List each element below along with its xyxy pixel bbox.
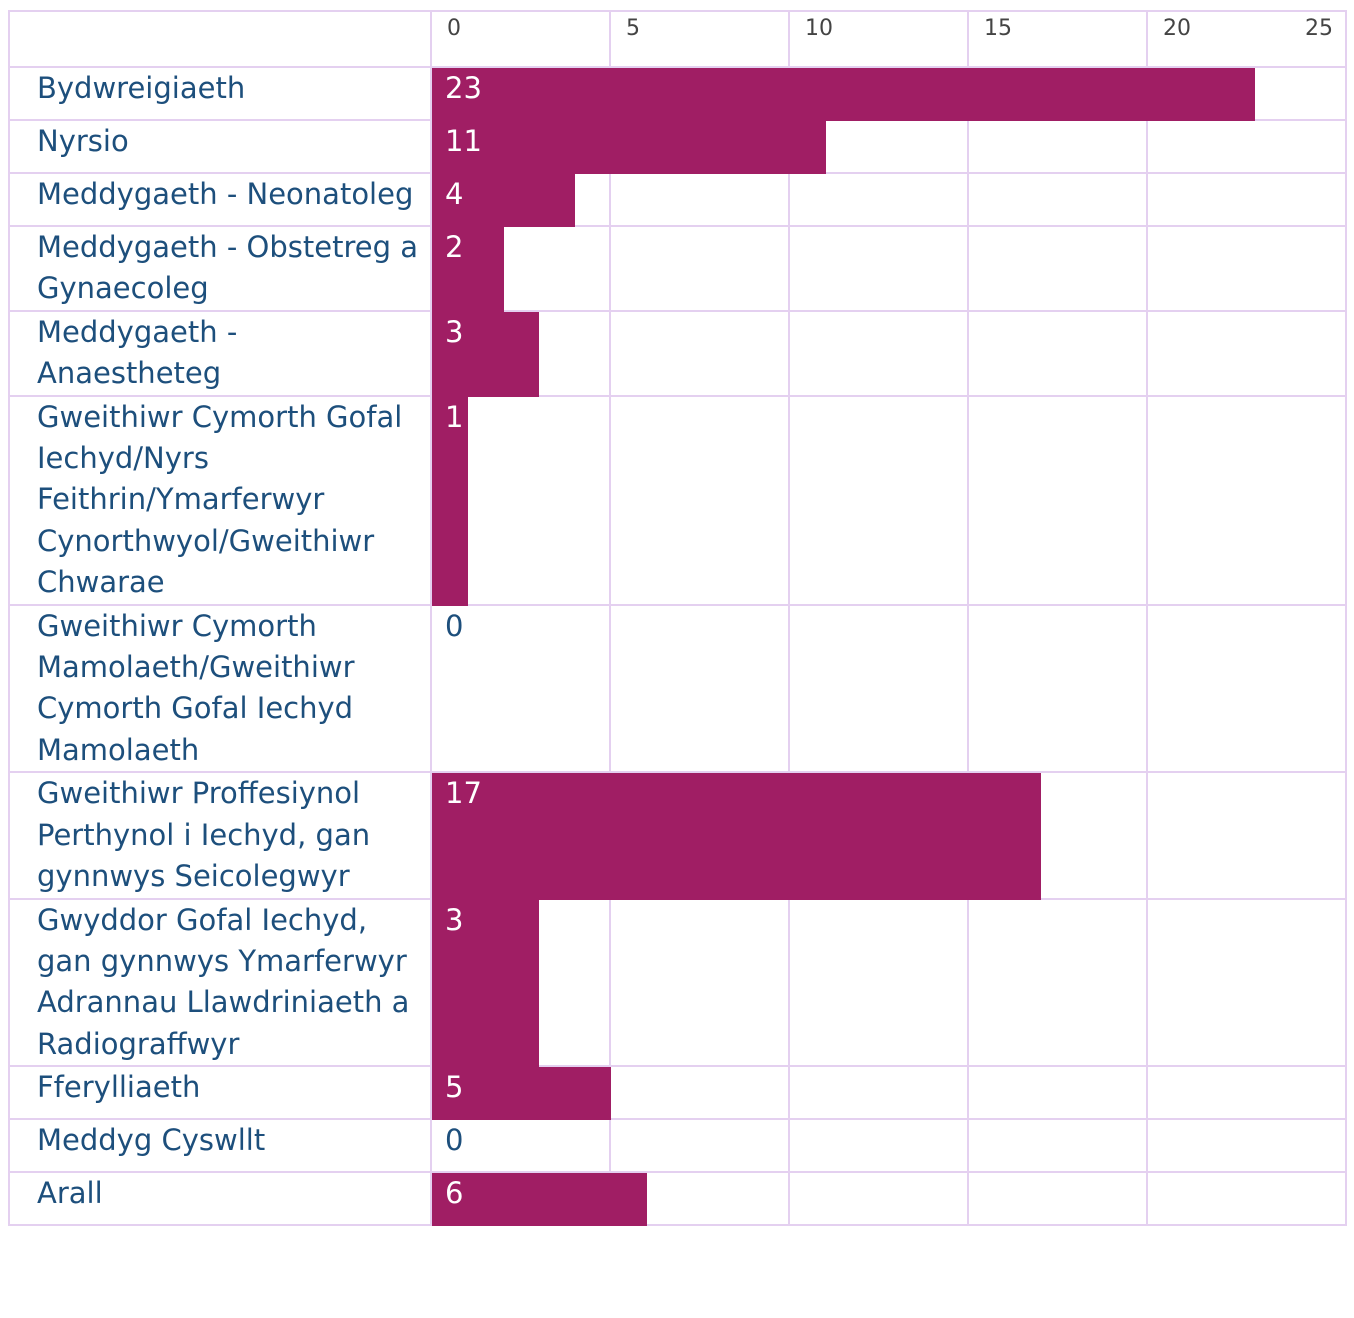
bar-cell: 4 <box>430 174 1347 227</box>
value-label: 2 <box>445 230 464 264</box>
x-tick-label: 10 <box>805 16 833 41</box>
value-label: 11 <box>445 124 482 158</box>
bar <box>432 396 468 606</box>
x-tick-label: 20 <box>1163 16 1191 41</box>
bar-cell: 17 <box>430 773 1347 900</box>
data-row: Arall 6 <box>8 1173 1347 1227</box>
category-label: Arall <box>37 1176 103 1211</box>
category-label: Gweithiwr Cymorth Mamolaeth/Gweithiwr Cy… <box>37 608 355 767</box>
data-row: Bydwreigiaeth 23 <box>8 68 1347 121</box>
bar <box>432 773 1041 900</box>
bar <box>432 311 540 397</box>
value-label: 5 <box>445 1070 464 1105</box>
grid-line <box>1146 10 1148 1227</box>
data-row: Nyrsio 11 <box>8 121 1347 174</box>
value-label: 3 <box>445 314 464 349</box>
header-row: 0 5 10 15 20 25 <box>8 10 1347 68</box>
bar-cell: 11 <box>430 121 1347 174</box>
category-label: Meddyg Cyswllt <box>37 1123 266 1158</box>
data-row: Meddyg Cyswllt 0 <box>8 1120 1347 1174</box>
value-label: 0 <box>445 608 464 643</box>
value-label: 0 <box>445 1123 464 1158</box>
bar-cell: 1 <box>430 396 1347 606</box>
category-label: Gwyddor Gofal Iechyd, gan gynnwys Ymarfe… <box>37 902 410 1061</box>
category-label: Meddygaeth - Neonatoleg <box>37 177 414 211</box>
category-label: Meddygaeth - Anaestheteg <box>37 314 238 391</box>
header-blank <box>8 12 430 66</box>
data-row: Fferylliaeth 5 <box>8 1067 1347 1121</box>
bar-cell: 23 <box>430 68 1347 121</box>
x-tick-label: 25 <box>1305 16 1333 41</box>
data-row: Meddygaeth - Obstetreg a Gynaecoleg 2 <box>8 227 1347 312</box>
category-label: Gweithiwr Proffesiynol Perthynol i Iechy… <box>37 776 371 894</box>
bar <box>432 227 504 312</box>
frame-line <box>1345 10 1347 1227</box>
data-row: Gwyddor Gofal Iechyd, gan gynnwys Ymarfe… <box>8 899 1347 1068</box>
category-label: Bydwreigiaeth <box>37 71 246 105</box>
data-row: Gweithiwr Cymorth Gofal Iechyd/Nyrs Feit… <box>8 396 1347 606</box>
bar-cell: 3 <box>430 311 1347 397</box>
bar-cell: 2 <box>430 227 1347 312</box>
grid-line <box>609 10 611 1227</box>
data-row: Meddygaeth - Neonatoleg 4 <box>8 174 1347 227</box>
value-label: 6 <box>445 1176 464 1211</box>
bar-cell: 5 <box>430 1067 1347 1121</box>
bar-cell: 0 <box>430 1120 1347 1172</box>
grid-line <box>788 10 790 1227</box>
data-row: Meddygaeth - Anaestheteg 3 <box>8 311 1347 397</box>
bar-cell: 6 <box>430 1173 1347 1227</box>
value-label: 3 <box>445 902 464 937</box>
bar <box>432 1173 647 1227</box>
axis-cell: 0 5 10 15 20 25 <box>430 12 1347 66</box>
category-label: Fferylliaeth <box>37 1070 201 1105</box>
data-row: Gweithiwr Proffesiynol Perthynol i Iechy… <box>8 773 1347 900</box>
x-tick-label: 5 <box>626 16 640 41</box>
bar <box>432 899 540 1068</box>
bar <box>432 121 826 174</box>
value-label: 1 <box>445 399 464 434</box>
bar <box>432 68 1256 121</box>
bar <box>432 1067 611 1121</box>
category-label: Meddygaeth - Obstetreg a Gynaecoleg <box>37 230 418 306</box>
x-tick-label: 15 <box>984 16 1012 41</box>
value-label: 17 <box>445 776 482 811</box>
category-label: Gweithiwr Cymorth Gofal Iechyd/Nyrs Feit… <box>37 399 403 600</box>
frame-line <box>8 10 10 1227</box>
x-tick-label: 0 <box>447 16 461 41</box>
chart: 0 5 10 15 20 25 Bydwreigiaeth 23 Nyrsio 11 Meddyg… <box>8 10 1347 1227</box>
data-row: Gweithiwr Cymorth Mamolaeth/Gweithiwr Cy… <box>8 605 1347 774</box>
category-label: Nyrsio <box>37 124 129 158</box>
grid-line <box>967 10 969 1227</box>
bar-cell: 3 <box>430 899 1347 1068</box>
bar-cell: 0 <box>430 605 1347 772</box>
bar <box>432 174 576 227</box>
value-label: 4 <box>445 177 464 211</box>
value-label: 23 <box>445 71 482 105</box>
